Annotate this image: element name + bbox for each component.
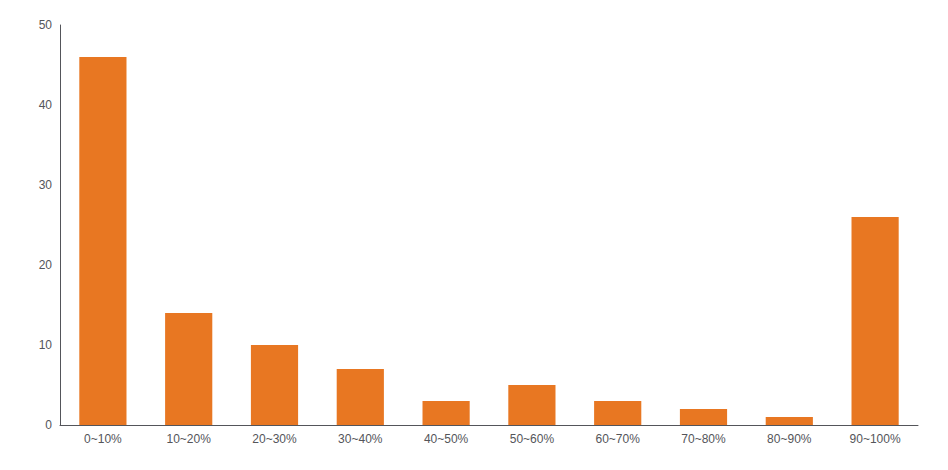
svg-text:40: 40 xyxy=(39,98,53,112)
svg-text:50: 50 xyxy=(39,18,53,32)
svg-text:30~40%: 30~40% xyxy=(338,432,383,446)
svg-text:80~90%: 80~90% xyxy=(767,432,812,446)
svg-text:0~10%: 0~10% xyxy=(84,432,122,446)
svg-text:20: 20 xyxy=(39,258,53,272)
svg-text:40~50%: 40~50% xyxy=(424,432,469,446)
svg-text:50~60%: 50~60% xyxy=(510,432,555,446)
svg-text:90~100%: 90~100% xyxy=(850,432,901,446)
svg-text:70~80%: 70~80% xyxy=(681,432,726,446)
svg-text:10~20%: 10~20% xyxy=(167,432,212,446)
svg-text:0: 0 xyxy=(45,418,52,432)
svg-text:30: 30 xyxy=(39,178,53,192)
svg-text:60~70%: 60~70% xyxy=(596,432,641,446)
svg-text:20~30%: 20~30% xyxy=(252,432,297,446)
svg-text:10: 10 xyxy=(39,338,53,352)
